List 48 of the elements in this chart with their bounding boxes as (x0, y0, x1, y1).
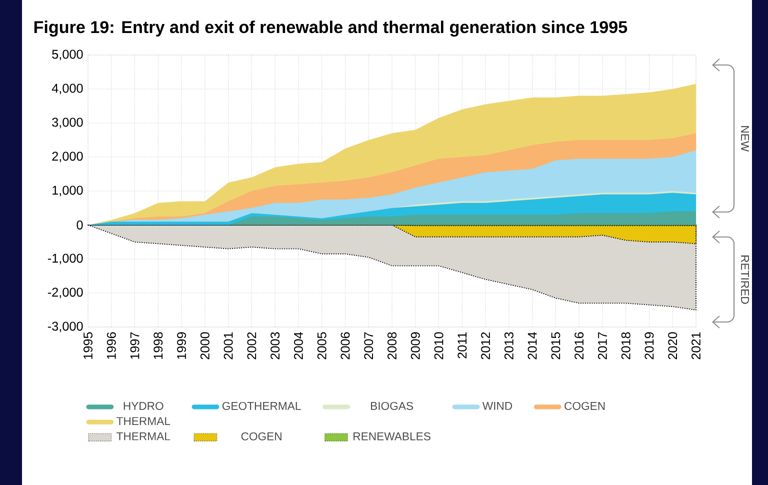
x-tick-label: 1996 (106, 332, 116, 359)
y-tick-label: 2,000 (52, 152, 83, 162)
x-tick-label: 2010 (434, 332, 444, 360)
x-tick-label: 2003 (270, 332, 280, 360)
y-tick-label: -3,000 (48, 322, 83, 332)
x-tick-label: 2013 (504, 332, 514, 360)
y-tick-label: 3,000 (52, 118, 83, 128)
x-tick-label: 1999 (177, 332, 186, 359)
y-tick-label: 0 (76, 220, 83, 230)
x-tick-label: 2019 (644, 332, 654, 360)
y-tick-label: 5,000 (52, 50, 83, 60)
x-tick-label: 1995 (84, 332, 92, 359)
x-tick-label: 2017 (598, 332, 607, 360)
x-tick-label: 2011 (458, 332, 467, 358)
chart-title: Figure 19: Entry and exit of renewable and thermal generation since 1995 (34, 20, 628, 37)
text: RETIRED (741, 256, 749, 304)
legend-label: THERMAL (116, 432, 170, 440)
y-tick-label: 4,000 (52, 84, 83, 94)
x-tick-label: 2021 (692, 332, 700, 360)
x-tick-label: 2014 (528, 332, 537, 360)
x-tick-label: 2015 (551, 332, 560, 360)
text: NEW (741, 126, 749, 152)
x-tick-label: 2001 (224, 332, 233, 360)
x-tick-label: 2002 (247, 332, 256, 360)
legend-label: THERMAL (116, 417, 170, 425)
x-tick-label: 2006 (340, 332, 350, 360)
y-tick-label: 1,000 (52, 186, 83, 196)
legend-label: COGEN (241, 432, 282, 440)
x-tick-label: 1998 (154, 332, 163, 359)
legend-label: COGEN (564, 402, 605, 410)
x-tick-label: 2018 (621, 332, 630, 360)
x-tick-label: 2009 (410, 332, 420, 360)
legend-label: BIOGAS (370, 402, 414, 410)
legend-label: RENEWABLES (354, 432, 430, 440)
x-tick-label: 2000 (200, 332, 210, 360)
x-tick-label: 2004 (294, 332, 303, 360)
x-tick-label: 2020 (668, 332, 678, 360)
y-tick-label: -1,000 (48, 254, 83, 264)
legend-label: GEOTHERMAL (222, 402, 301, 410)
legend-label: HYDRO (124, 402, 164, 410)
x-tick-label: 1997 (130, 332, 140, 359)
legend-label: WIND (482, 402, 512, 410)
x-tick-label: 2007 (364, 332, 374, 360)
x-tick-label: 2016 (574, 332, 584, 360)
y-tick-label: -2,000 (48, 288, 83, 298)
x-tick-label: 2008 (388, 332, 396, 360)
x-tick-label: 2005 (317, 332, 326, 360)
x-tick-label: 2012 (481, 332, 490, 360)
